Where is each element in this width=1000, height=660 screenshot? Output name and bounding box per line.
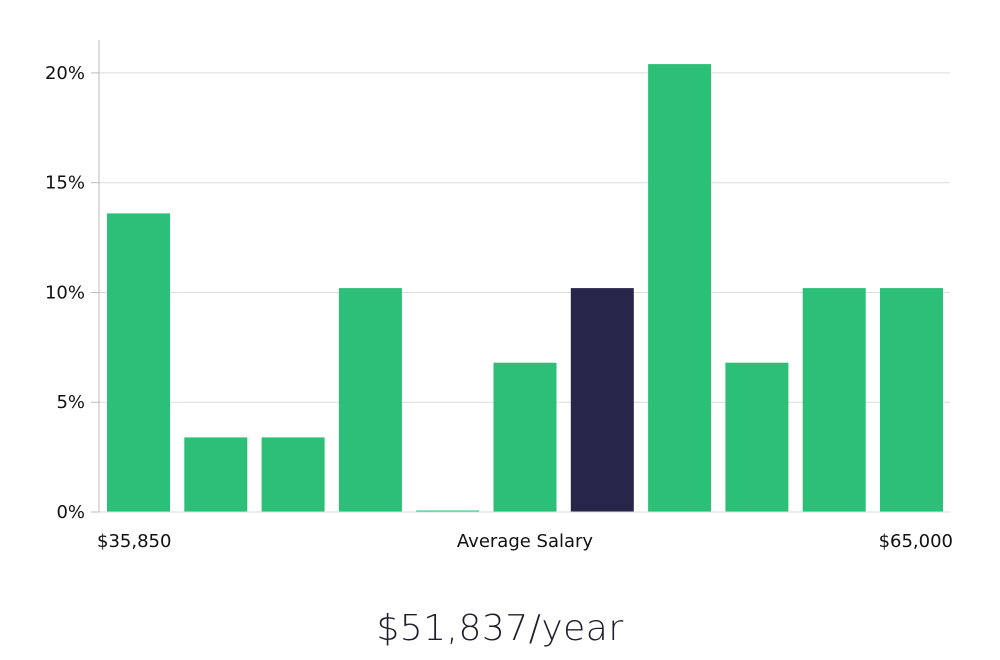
bar bbox=[493, 362, 557, 512]
bar bbox=[648, 64, 712, 512]
x-max-label: $65,000 bbox=[879, 531, 953, 552]
y-tick-label: 20% bbox=[45, 63, 85, 84]
y-tick-label: 15% bbox=[45, 173, 85, 194]
x-axis-label: Average Salary bbox=[457, 531, 594, 552]
bar bbox=[107, 213, 170, 512]
bar bbox=[338, 288, 402, 512]
bar bbox=[184, 437, 248, 512]
bars bbox=[107, 64, 943, 512]
axes: 0% 5% 10% 15% 20% bbox=[45, 40, 950, 523]
bar bbox=[416, 510, 480, 512]
x-min-label: $35,850 bbox=[97, 531, 171, 552]
bar-highlighted bbox=[570, 288, 634, 512]
bar bbox=[725, 362, 789, 512]
y-tick-label: 10% bbox=[45, 282, 85, 303]
salary-histogram: 0% 5% 10% 15% 20% $35,850 Average Salary $65… bbox=[45, 40, 953, 552]
average-salary-value: $51,837/year bbox=[376, 608, 624, 649]
bar bbox=[880, 288, 943, 512]
bar bbox=[261, 437, 325, 512]
y-tick-label: 5% bbox=[56, 392, 85, 413]
y-tick-label: 0% bbox=[56, 502, 85, 523]
bar bbox=[802, 288, 866, 512]
axis-labels: $35,850 Average Salary $65,000 bbox=[97, 531, 953, 552]
